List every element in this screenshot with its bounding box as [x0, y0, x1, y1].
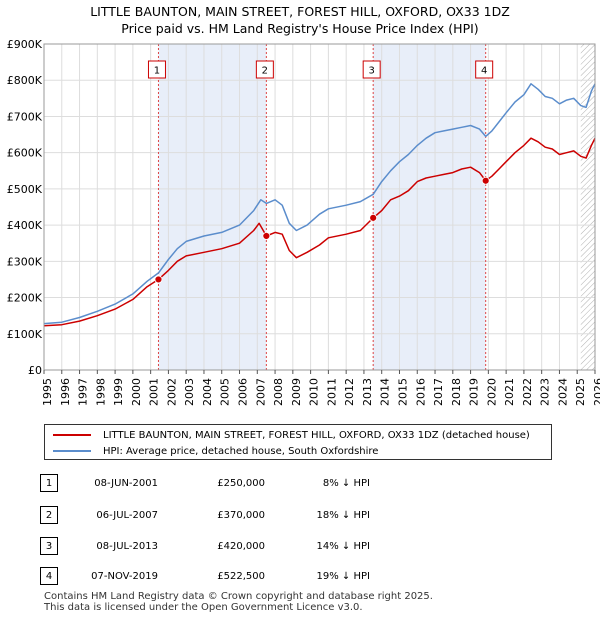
sale-hpi-diff: 18% ↓ HPI	[316, 510, 370, 521]
ownership-period-shade	[158, 44, 267, 370]
x-tick-label: 2000	[130, 378, 143, 406]
x-tick-label: 2001	[148, 378, 161, 406]
x-tick-label: 2005	[219, 378, 232, 406]
sales-row: 3 08-JUL-2013 £420,000 14% ↓ HPI	[0, 537, 600, 557]
x-tick-label: 2026	[592, 378, 600, 406]
sale-point	[154, 275, 163, 284]
y-tick-label: £900K	[7, 38, 43, 51]
legend-swatch-property	[53, 434, 91, 436]
sale-price: £420,000	[217, 541, 265, 552]
sale-number-label: 2	[262, 66, 268, 77]
x-tick-label: 2017	[432, 378, 445, 406]
sale-number-badge: 4	[40, 567, 58, 585]
plot-border	[43, 43, 596, 371]
footer-copyright: Contains HM Land Registry data © Crown c…	[44, 591, 433, 602]
sales-row: 2 06-JUL-2007 £370,000 18% ↓ HPI	[0, 506, 600, 526]
x-tick-label: 1997	[77, 378, 90, 406]
forecast-hatch	[580, 44, 595, 370]
series-line-property	[43, 137, 596, 327]
y-tick-label: £400K	[7, 219, 43, 232]
legend-item-hpi: HPI: Average price, detached house, Sout…	[53, 443, 378, 459]
x-tick-label: 1998	[94, 378, 107, 406]
ownership-period-shade	[373, 44, 486, 370]
x-tick-label: 1995	[41, 378, 54, 406]
x-tick-label: 2008	[272, 378, 285, 406]
x-tick-label: 2023	[539, 378, 552, 406]
sale-hpi-diff: 19% ↓ HPI	[316, 571, 370, 582]
sale-number-box	[475, 60, 494, 79]
plot-area	[44, 44, 595, 370]
sale-price: £522,500	[217, 571, 265, 582]
x-tick-label: 2009	[290, 378, 303, 406]
x-tick-label: 2020	[485, 378, 498, 406]
x-tick-label: 2010	[308, 378, 321, 406]
x-tick-label: 2018	[450, 378, 463, 406]
x-tick-label: 2013	[361, 378, 374, 406]
sale-date: 08-JUN-2001	[94, 478, 158, 489]
x-tick-label: 2011	[325, 378, 338, 406]
y-tick-label: £100K	[7, 328, 43, 341]
sale-date: 08-JUL-2013	[96, 541, 158, 552]
sale-number-label: 4	[481, 66, 487, 77]
x-tick-label: 2012	[343, 378, 356, 406]
sale-number-label: 3	[368, 66, 374, 77]
x-tick-label: 2015	[396, 378, 409, 406]
x-tick-label: 1996	[59, 378, 72, 406]
y-tick-label: £800K	[7, 74, 43, 87]
sale-number-box	[362, 60, 381, 79]
footer-licence: This data is licensed under the Open Gov…	[44, 602, 363, 613]
x-tick-label: 2007	[254, 378, 267, 406]
y-tick-label: £600K	[7, 147, 43, 160]
sales-row: 4 07-NOV-2019 £522,500 19% ↓ HPI	[0, 567, 600, 587]
x-tick-label: 2022	[521, 378, 534, 406]
legend-item-property: LITTLE BAUNTON, MAIN STREET, FOREST HILL…	[53, 427, 530, 443]
y-tick-label: £0	[28, 364, 42, 377]
y-tick-label: £300K	[7, 255, 43, 268]
sale-number-label: 1	[154, 66, 160, 77]
sale-date: 07-NOV-2019	[91, 571, 158, 582]
x-tick-label: 1999	[112, 378, 125, 406]
sale-hpi-diff: 8% ↓ HPI	[322, 478, 370, 489]
x-tick-label: 2025	[574, 378, 587, 406]
y-tick-label: £700K	[7, 110, 43, 123]
x-tick-label: 2006	[237, 378, 250, 406]
x-tick-label: 2019	[468, 378, 481, 406]
sale-point	[481, 176, 490, 185]
legend-label-property: LITTLE BAUNTON, MAIN STREET, FOREST HILL…	[103, 429, 530, 441]
legend: LITTLE BAUNTON, MAIN STREET, FOREST HILL…	[44, 424, 552, 460]
legend-label-hpi: HPI: Average price, detached house, Sout…	[103, 445, 379, 457]
sales-row: 1 08-JUN-2001 £250,000 8% ↓ HPI	[0, 474, 600, 494]
series-line-hpi	[43, 83, 596, 325]
x-tick-label: 2003	[183, 378, 196, 406]
sale-number-badge: 1	[40, 474, 58, 492]
x-tick-label: 2002	[165, 378, 178, 406]
sale-hpi-diff: 14% ↓ HPI	[316, 541, 370, 552]
sale-number-badge: 3	[40, 537, 58, 555]
x-tick-label: 2016	[414, 378, 427, 406]
y-tick-label: £200K	[7, 292, 43, 305]
legend-swatch-hpi	[53, 450, 91, 452]
chart-title: LITTLE BAUNTON, MAIN STREET, FOREST HILL…	[90, 4, 510, 19]
sale-number-badge: 2	[40, 506, 58, 524]
x-tick-label: 2004	[201, 378, 214, 406]
sale-date: 06-JUL-2007	[96, 510, 158, 521]
y-tick-label: £500K	[7, 183, 43, 196]
sale-point	[262, 232, 271, 240]
x-tick-label: 2024	[556, 378, 569, 406]
sale-price: £250,000	[217, 478, 265, 489]
sale-point	[369, 213, 378, 222]
chart-subtitle: Price paid vs. HM Land Registry's House …	[121, 21, 479, 36]
sale-number-box	[255, 60, 274, 79]
x-tick-label: 2021	[503, 378, 516, 406]
sale-price: £370,000	[217, 510, 265, 521]
price-chart: 1 2 3 4 £0 £100K £200K £300K £400K £500K £600K £700…	[7, 38, 600, 406]
x-tick-label: 2014	[379, 378, 392, 406]
sale-number-box	[147, 60, 166, 79]
